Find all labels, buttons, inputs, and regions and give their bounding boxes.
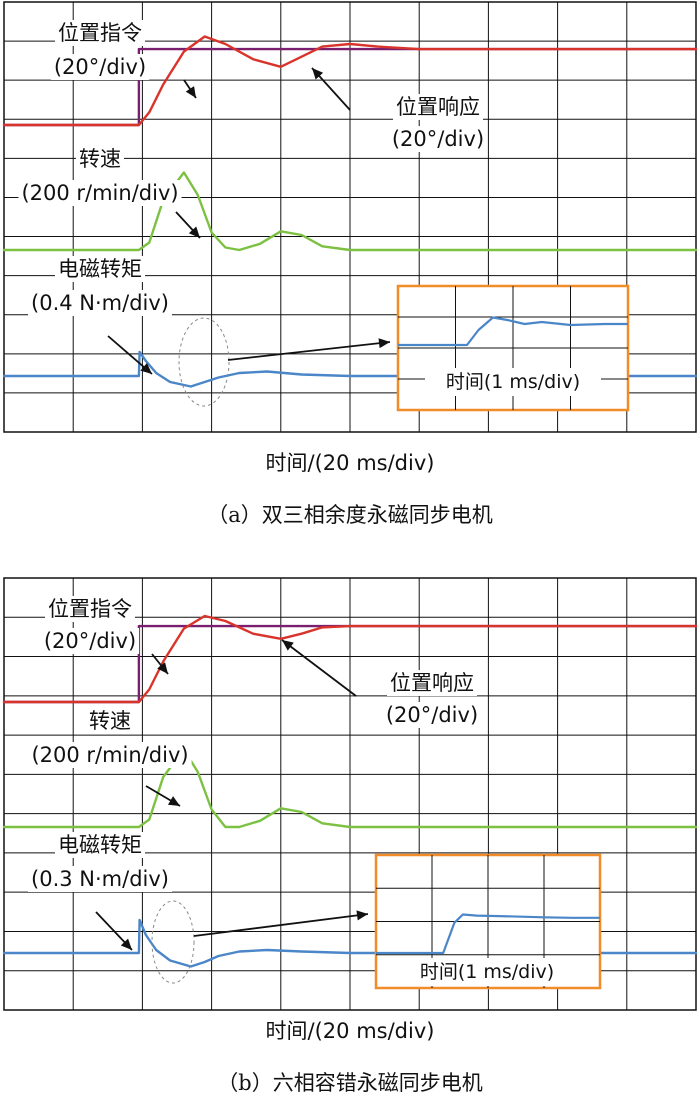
annotation-arrowhead (157, 662, 168, 674)
label-bg (55, 832, 145, 858)
position-response-label: 位置响应 (390, 671, 474, 695)
annotation-arrowhead (312, 68, 324, 80)
speed-label: 转速 (79, 147, 121, 171)
zoom-region-ellipse (151, 900, 195, 984)
zoom-region-ellipse (178, 317, 230, 407)
position-command-scale: (20°/div) (44, 629, 136, 653)
label-bg (382, 702, 482, 728)
panel-b: 时间(1 ms/div) 位置指令 (20°/div) 位置响应 (20°/div) 转速… (2, 577, 698, 1011)
plot-frame (3, 577, 697, 1011)
label-bg (86, 708, 134, 734)
position-response-label: 位置响应 (396, 95, 480, 119)
annotation-arrow-line (227, 341, 391, 361)
torque-scale: (0.3 N·m/div) (31, 867, 169, 891)
position-command-label: 位置指令 (48, 597, 132, 621)
label-bg (40, 628, 140, 654)
inset-label-bg (425, 368, 601, 396)
inset-label-bg (399, 958, 575, 986)
label-bg (18, 180, 182, 206)
annotation-arrowhead (120, 938, 132, 950)
label-bg (28, 290, 172, 316)
annotation-arrowhead (356, 910, 368, 921)
position-command-scale: (20°/div) (54, 55, 146, 79)
speed-line (2, 748, 698, 829)
torque-line (2, 918, 698, 968)
label-bg (28, 866, 172, 892)
annotation-arrowhead (188, 226, 200, 238)
inset-torque-line (398, 316, 628, 347)
annotation-arrowhead (140, 363, 152, 374)
label-bg (388, 126, 488, 152)
x-axis-label: 时间/(20 ms/div) (266, 1019, 435, 1043)
position-command-label: 位置指令 (58, 21, 142, 45)
grid (4, 2, 696, 432)
label-bg (76, 146, 124, 172)
position-response-scale: (20°/div) (386, 703, 478, 727)
annotation-arrowhead (282, 640, 294, 651)
panel-a: 时间(1 ms/div) 位置指令 (20°/div) 位置响应 (20°/div) 转速… (2, 1, 698, 433)
label-bg (45, 596, 135, 622)
position-response-scale: (20°/div) (392, 127, 484, 151)
label-bg (55, 256, 145, 282)
speed-line (2, 171, 698, 252)
inset-time-label: 时间(1 ms/div) (420, 961, 554, 983)
speed-label: 转速 (89, 709, 131, 733)
label-bg (50, 54, 150, 80)
position-response-line (2, 614, 698, 704)
annotation-arrowhead (167, 796, 180, 806)
x-axis-label: 时间/(20 ms/div) (266, 451, 435, 475)
speed-scale: (200 r/min/div) (21, 181, 178, 205)
annotation-arrowhead (185, 86, 196, 98)
panel-caption: （b）六相容错永磁同步电机 (217, 1071, 482, 1093)
torque-scale: (0.4 N·m/div) (31, 291, 169, 315)
annotation-arrow-line (193, 913, 369, 937)
plot-frame (3, 1, 697, 433)
torque-label: 电磁转矩 (58, 833, 142, 857)
torque-line (2, 350, 698, 388)
label-bg (387, 670, 477, 696)
inset: 时间(1 ms/div) (374, 853, 602, 990)
label-bg (28, 742, 192, 768)
inset-time-label: 时间(1 ms/div) (446, 371, 580, 393)
label-bg (55, 20, 145, 46)
panel-caption: （a）双三相余度永磁同步电机 (207, 503, 493, 527)
inset-torque-line (376, 913, 600, 955)
torque-label: 电磁转矩 (58, 257, 142, 281)
inset: 时间(1 ms/div) (396, 284, 630, 412)
label-bg (393, 94, 483, 120)
annotation-arrow-line (281, 639, 357, 697)
annotation-arrowhead (378, 338, 390, 349)
speed-scale: (200 r/min/div) (31, 743, 188, 767)
position-response-line (2, 35, 698, 127)
